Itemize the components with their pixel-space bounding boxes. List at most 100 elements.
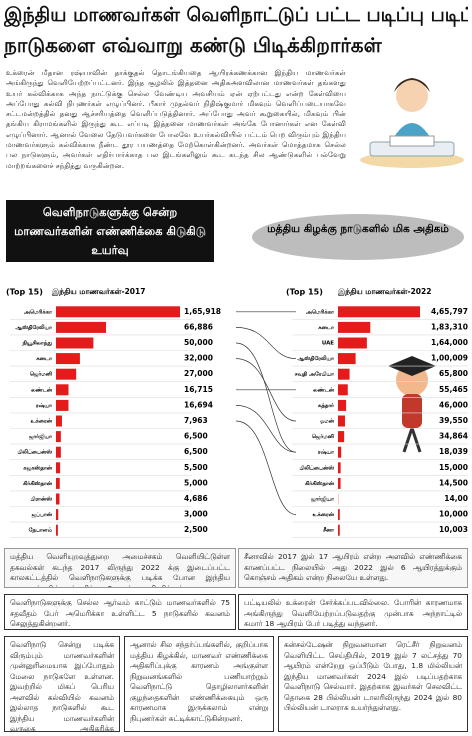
bar — [338, 384, 348, 396]
connector — [235, 420, 297, 515]
bar — [56, 321, 106, 333]
intro-paragraph: உக்ரைன் மீதான ரஷ்யாவின் தாக்குதல் தொடங்க… — [6, 68, 346, 170]
value-label: 10,003 — [439, 525, 468, 534]
bar — [338, 431, 345, 443]
value-label: 39,550 — [439, 416, 468, 425]
title-line: இந்திய மாணவர்கள் வெளிநாட்டுப் பட்ட படிப்… — [4, 4, 468, 26]
note-box: வெளிநாடு சென்று படிக்க விரும்பும் மாணவர்… — [4, 636, 120, 732]
value-label: 46,000 — [439, 400, 468, 409]
bar — [56, 368, 77, 380]
chart-top-label: (Top 15) — [6, 288, 43, 297]
bar — [56, 493, 60, 505]
note-box: ஆனால் சில சந்தர்ப்பங்களில், குறிப்பாக மத… — [124, 636, 274, 732]
bar — [338, 306, 420, 318]
banner-left: வெளிநாடுகளுக்கு சென்ற மாணவர்களின் எண்ணிக… — [6, 200, 214, 262]
category-label: பிலிப்பைன்ஸ் — [17, 450, 52, 456]
value-label: 4,65,797 — [431, 307, 468, 316]
value-label: 1,65,918 — [184, 307, 221, 316]
category-label: கஜகஸ்தான் — [23, 465, 52, 471]
bar — [338, 446, 342, 458]
banner-right: மத்திய கிழக்கு நாடுகளில் மிக அதிகம் — [252, 214, 464, 260]
value-label: 5,500 — [184, 463, 208, 472]
category-label: லண்டன் — [313, 387, 334, 393]
value-label: 55,465 — [439, 385, 468, 394]
category-label: கிர்கிஸ்தான் — [23, 481, 52, 487]
category-label: நேபாளம் — [29, 528, 52, 534]
connector — [235, 358, 297, 422]
category-label: லண்டன் — [31, 387, 52, 393]
category-label: ஜார்ஜியா — [29, 434, 52, 440]
category-label: பிலிப்பைன்ஸ் — [299, 465, 334, 471]
value-label: 27,000 — [184, 369, 213, 378]
graduate-figure — [388, 356, 436, 453]
chart-title: இந்திய மாணவர்கள்-2022 — [337, 287, 431, 297]
bar — [56, 509, 59, 521]
bar — [56, 446, 61, 458]
bar — [56, 415, 62, 427]
category-label: கனடா — [36, 356, 52, 362]
value-label: 10,000 — [439, 510, 468, 519]
value-label: 2,500 — [184, 525, 208, 534]
value-label: 1,00,009 — [431, 354, 468, 363]
note-box: மத்திய வெளியுறவுத்துறை அமைச்சகம் வெளியிட… — [4, 548, 236, 588]
title-line: நாடுகளை எவ்வாறு கண்டு பிடிக்கிறார்கள் — [4, 33, 382, 57]
bar — [338, 337, 367, 349]
category-label: ஆஸ்திரேலியா — [297, 356, 334, 362]
bar — [338, 399, 347, 411]
value-label: 7,963 — [184, 416, 208, 425]
bar — [56, 306, 180, 318]
category-label: அமெரிக்கா — [24, 309, 52, 315]
bar — [56, 384, 69, 396]
category-label: கிர்கிஸ்தான் — [305, 481, 334, 487]
category-label: ஜெர்மனி — [30, 372, 52, 378]
connector — [235, 342, 297, 453]
bar — [56, 353, 80, 365]
student-illustration — [360, 78, 464, 168]
bar — [338, 353, 356, 365]
bar — [338, 462, 341, 474]
category-label: சீனா — [323, 528, 334, 534]
category-label: ஜப்பான் — [31, 512, 52, 518]
value-label: 32,000 — [184, 354, 213, 363]
category-label: பிரான்ஸ் — [30, 497, 52, 503]
value-label: 50,000 — [184, 338, 213, 347]
category-label: சவுதி அரேபியா — [295, 372, 335, 378]
category-label: உக்ரைன் — [313, 512, 334, 518]
category-label: ரஷ்யா — [36, 403, 52, 409]
bar — [56, 399, 69, 411]
value-label: 6,500 — [184, 447, 208, 456]
category-label: ஜார்ஜியா — [311, 497, 334, 503]
bar — [56, 431, 61, 443]
note-box: கன்சல்டேஷன் நிறுவனமான ரெட்சீர் நிறுவனம் … — [278, 636, 468, 732]
value-label: 14,500 — [439, 478, 468, 487]
bar — [338, 477, 341, 489]
connector — [235, 405, 297, 453]
value-label: 16,715 — [184, 385, 213, 394]
charts: (Top 15) இந்திய மாணவர்கள்-2017 அமெரிக்கா 1,… — [6, 287, 468, 539]
value-label: 34,864 — [439, 432, 468, 441]
value-label: 15,000 — [439, 463, 468, 472]
category-label: ஆஸ்திரேலியா — [15, 325, 52, 331]
chart-top-label: (Top 15) — [286, 288, 323, 297]
connector — [235, 327, 297, 359]
value-label: 16,694 — [184, 400, 213, 409]
category-label: ரஷ்யா — [318, 450, 334, 456]
category-label: UAE — [322, 341, 334, 347]
value-label: 14,00 — [444, 494, 468, 503]
value-label: 18,039 — [439, 447, 468, 456]
bar — [338, 321, 371, 333]
bar — [338, 368, 350, 380]
note-box: சீனாவில் 2017 இல் 17 ஆயிரம் என்ற அளவில் … — [238, 548, 468, 588]
category-label: அமெரிக்கா — [306, 309, 334, 315]
note-box: பட்டியலில் உக்ரைன் சேர்க்கப்படவில்லை. போ… — [238, 594, 468, 630]
value-label: 1,83,310 — [431, 322, 468, 331]
bar — [338, 415, 345, 427]
bar — [56, 337, 94, 349]
category-label: கனடா — [318, 325, 334, 331]
chart-title: இந்திய மாணவர்கள்-2017 — [51, 287, 145, 297]
bar — [338, 509, 340, 521]
category-label: நியூசிலாந்து — [22, 341, 53, 347]
category-label: கத்தார் — [318, 403, 334, 409]
value-label: 6,500 — [184, 432, 208, 441]
